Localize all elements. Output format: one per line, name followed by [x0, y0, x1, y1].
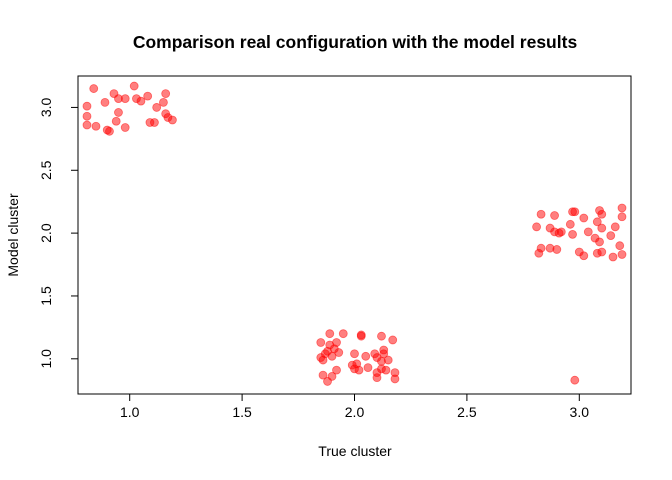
- data-point: [354, 365, 364, 375]
- y-tick-label: 1.0: [38, 349, 54, 369]
- data-point: [372, 373, 382, 383]
- x-axis: 1.0 1.5 2.0 2.5 3.0: [120, 394, 589, 420]
- data-point: [592, 217, 602, 227]
- data-point: [111, 116, 121, 126]
- data-point: [565, 219, 575, 229]
- data-point: [608, 252, 618, 262]
- data-point: [316, 338, 326, 347]
- data-point: [91, 121, 101, 131]
- data-point: [100, 97, 110, 107]
- data-point: [532, 222, 541, 232]
- x-axis-label: True cluster: [318, 443, 392, 459]
- x-tick-label: 3.0: [570, 404, 590, 420]
- plot-frame: [77, 75, 632, 395]
- data-point: [579, 251, 589, 261]
- data-point: [597, 209, 607, 219]
- data-point: [570, 207, 580, 217]
- data-point: [161, 89, 171, 98]
- x-tick-label: 2.0: [345, 404, 365, 420]
- data-point: [597, 223, 607, 233]
- data-point: [592, 248, 602, 258]
- data-point: [327, 351, 337, 361]
- x-tick-label: 1.5: [232, 404, 252, 420]
- x-tick-label: 1.0: [120, 404, 140, 420]
- data-point: [325, 329, 335, 339]
- data-point: [129, 81, 139, 91]
- data-point: [136, 96, 146, 106]
- data-point: [323, 377, 332, 386]
- data-point: [143, 91, 153, 101]
- data-point: [617, 203, 627, 213]
- data-point: [338, 329, 348, 339]
- data-point: [82, 120, 92, 130]
- y-axis: 1.0 1.5 2.0 2.5 3.0: [38, 97, 78, 369]
- data-point: [615, 241, 625, 251]
- data-point: [610, 222, 620, 232]
- data-point: [570, 375, 580, 385]
- y-tick-label: 1.5: [38, 286, 54, 306]
- data-point: [390, 374, 400, 384]
- y-tick-label: 2.0: [38, 223, 54, 243]
- data-point: [318, 355, 328, 365]
- data-point: [568, 229, 577, 239]
- y-tick-label: 3.0: [38, 97, 54, 117]
- chart-title: Comparison real configuration with the m…: [133, 32, 578, 52]
- data-point: [381, 365, 391, 375]
- data-point: [536, 209, 546, 219]
- data-point: [595, 237, 604, 247]
- data-point: [388, 335, 398, 345]
- data-point: [363, 363, 373, 373]
- data-point: [89, 84, 99, 93]
- data-point: [168, 115, 177, 125]
- data-point: [318, 370, 328, 380]
- y-axis-label: Model cluster: [5, 193, 21, 277]
- data-point: [534, 248, 544, 258]
- data-point: [552, 245, 562, 254]
- data-point: [550, 211, 559, 220]
- data-point: [82, 111, 92, 121]
- data-point: [606, 231, 616, 241]
- data-point: [82, 101, 92, 111]
- data-points: [82, 81, 627, 386]
- data-point: [105, 126, 114, 136]
- data-point: [356, 331, 366, 341]
- data-point: [159, 97, 168, 107]
- data-point: [332, 365, 341, 375]
- data-point: [120, 123, 130, 132]
- data-point: [114, 108, 123, 117]
- data-point: [579, 213, 589, 223]
- data-point: [334, 348, 344, 357]
- data-point: [150, 118, 159, 127]
- x-tick-label: 2.5: [457, 404, 477, 420]
- data-point: [377, 356, 386, 366]
- data-point: [583, 227, 593, 237]
- data-point: [617, 250, 627, 259]
- data-point: [377, 331, 386, 341]
- data-point: [554, 228, 564, 238]
- data-point: [152, 103, 162, 112]
- data-point: [617, 212, 627, 222]
- data-point: [120, 94, 130, 104]
- y-tick-label: 2.5: [38, 160, 54, 180]
- data-point: [350, 349, 359, 359]
- data-point: [361, 351, 371, 361]
